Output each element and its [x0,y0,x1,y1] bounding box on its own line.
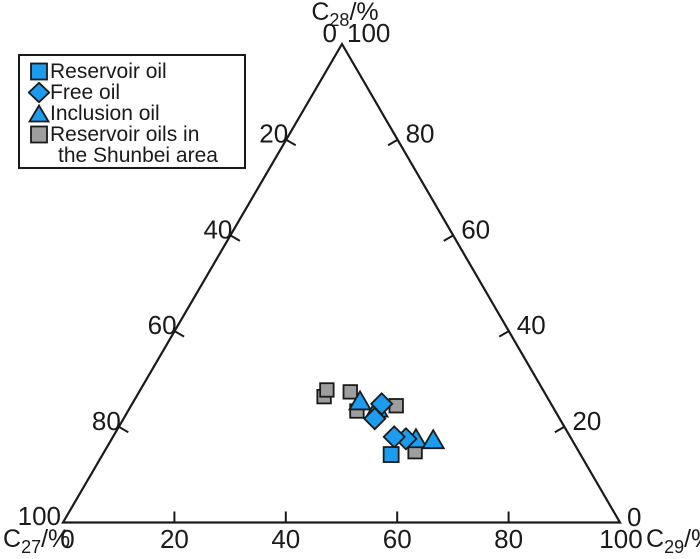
blue-diamond-icon [28,82,50,103]
axis-title-c28: C28/% [311,0,378,30]
legend-item-reservoir-oil: Reservoir oil [28,61,242,82]
marker-inclusion-oil [347,389,373,411]
axis-title-c27: C27/% [3,525,70,557]
axis-tick [498,330,510,338]
legend: Reservoir oil Free oil Inclusion oil Reserv… [18,54,246,169]
top-left-corner-label: 0 [323,18,337,48]
left-axis-tick-label: 20 [259,119,288,149]
marker-free-oil [362,406,387,431]
legend-label: Reservoir oils in the Shunbei area [50,123,218,167]
marker-shunbei-reservoir-oils [319,382,335,398]
legend-item-shunbei-reservoir-oils: Reservoir oils in the Shunbei area [28,124,242,166]
legend-item-inclusion-oil: Inclusion oil [28,103,242,124]
left-axis-tick-label: 40 [203,214,232,244]
axis-tick [554,425,565,434]
axis-tick [387,138,399,147]
axis-tick [174,330,185,338]
marker-inclusion-oil [421,428,446,450]
right-axis-tick-label: 20 [572,406,601,436]
legend-label: Free oil [50,81,121,104]
axis-tick [118,425,129,434]
axis-tick [285,138,297,147]
marker-reservoir-oil [382,446,400,463]
bottom-axis-tick-label: 40 [271,524,300,554]
top-right-corner-label: 100 [347,18,390,48]
right-axis-tick-label: 40 [517,310,546,340]
legend-label: Reservoir oil [50,60,167,83]
triangle-frame [61,41,622,524]
marker-shunbei-reservoir-oils [342,384,358,400]
left-axis-max-label: 100 [18,501,61,531]
left-axis-tick-label: 80 [92,406,121,436]
right-axis-tick-label: 60 [461,214,490,244]
right-axis-tick-label: 80 [406,119,435,149]
axis-tick [229,234,241,242]
right-axis-min-label: 0 [627,502,641,532]
legend-item-free-oil: Free oil [28,82,242,103]
bottom-axis-min-label: 0 [60,524,74,554]
bottom-axis-tick-label: 80 [494,524,523,554]
gray-square-icon [30,125,48,144]
bottom-axis-max-label: 100 [599,524,642,554]
blue-triangle-icon [28,103,50,123]
axis-tick [443,234,454,242]
bottom-axis-tick-label: 20 [160,524,189,554]
blue-square-icon [30,62,48,81]
bottom-axis-tick-label: 60 [383,524,412,554]
legend-label: Inclusion oil [50,102,160,125]
left-axis-tick-label: 60 [148,310,177,340]
axis-title-c29: C29/% [646,525,700,557]
